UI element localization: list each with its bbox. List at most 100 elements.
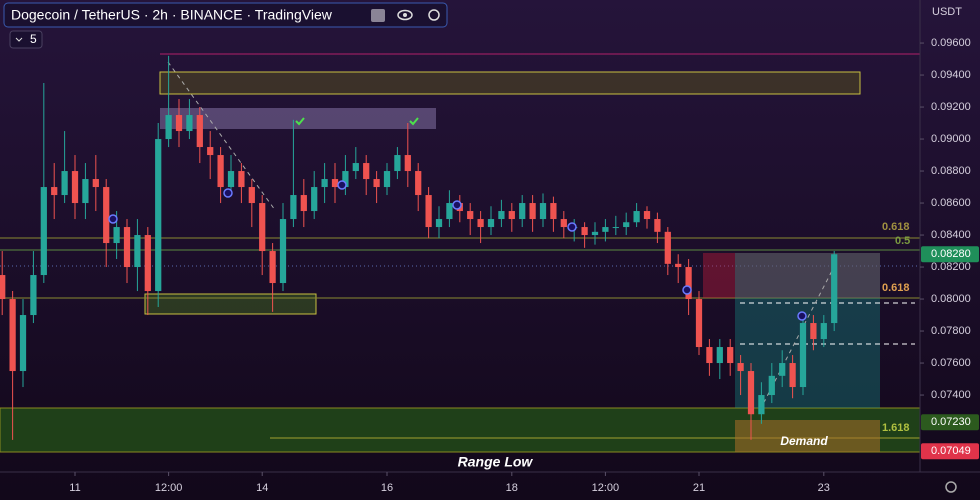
- candle-body: [363, 163, 370, 180]
- candle-body: [92, 179, 99, 188]
- candle-body: [61, 171, 68, 196]
- x-tick-label: 16: [381, 482, 393, 494]
- candle-body: [758, 395, 765, 415]
- candle-body: [810, 323, 817, 340]
- candle-body: [539, 203, 547, 220]
- marker: [337, 180, 347, 190]
- y-tick-label: 0.09600: [931, 37, 971, 49]
- candle-body: [498, 211, 505, 220]
- candle-body: [196, 115, 203, 148]
- candle-body: [113, 227, 120, 244]
- candle-body: [820, 323, 827, 340]
- price-tag-label: 0.08280: [931, 248, 971, 260]
- candle-body: [727, 347, 734, 364]
- candle-body: [9, 299, 16, 372]
- settings-icon[interactable]: [945, 481, 957, 493]
- fib-label: 0.5: [895, 235, 910, 247]
- candle-body: [51, 187, 58, 196]
- axis-unit: USDT: [932, 6, 962, 18]
- candle-body: [155, 139, 162, 292]
- candle-body: [259, 203, 266, 252]
- drawings: [0, 53, 921, 453]
- y-tick-label: 0.09400: [931, 69, 971, 81]
- y-tick-label: 0.08800: [931, 165, 971, 177]
- price-tag: [921, 414, 979, 431]
- indicator-count: 5: [30, 32, 37, 46]
- fib-label: 0.618: [882, 221, 910, 233]
- candle-body: [519, 203, 526, 220]
- candle-body: [591, 231, 599, 236]
- candle-body: [331, 179, 339, 188]
- candle-body: [300, 195, 307, 212]
- candle-body: [30, 275, 37, 316]
- candle-body: [529, 203, 536, 220]
- trend-line: [167, 61, 276, 211]
- eye-icon: [403, 13, 407, 17]
- candle-body: [685, 267, 692, 300]
- icon: [371, 9, 385, 22]
- y-tick-label: 0.07600: [931, 357, 971, 369]
- candle-body: [227, 171, 235, 188]
- range-zone: [160, 108, 436, 129]
- y-tick-label: 0.09200: [931, 101, 971, 113]
- candle-body: [487, 219, 495, 228]
- x-tick-label: 14: [256, 482, 268, 494]
- candle-body: [134, 235, 141, 268]
- range-label: Range Low: [458, 454, 534, 470]
- candle-body: [654, 219, 661, 232]
- candle-body: [415, 171, 422, 196]
- candle-body: [175, 115, 183, 132]
- marker: [452, 200, 462, 210]
- y-tick-label: 0.08200: [931, 261, 971, 273]
- x-tick-label: 21: [693, 482, 705, 494]
- symbol-title: Dogecoin / TetherUS · 2h · BINANCE · Tra…: [11, 7, 333, 23]
- price-tag-label: 0.07230: [931, 416, 971, 428]
- candle-body: [103, 187, 110, 244]
- more-icon[interactable]: [428, 9, 440, 21]
- target-zone: [735, 253, 880, 408]
- fib-label: 1.618: [882, 422, 910, 434]
- candle-body: [82, 179, 89, 204]
- candle-body: [779, 363, 786, 376]
- markers: [108, 180, 807, 321]
- zone-label: Demand: [780, 434, 828, 448]
- y-tick-label: 0.09000: [931, 133, 971, 145]
- candle-body: [383, 171, 391, 188]
- candle-body: [581, 227, 588, 236]
- demand-zone: [735, 420, 880, 452]
- candle-body: [799, 323, 807, 388]
- marker: [797, 311, 807, 321]
- y-tick-label: 0.07800: [931, 325, 971, 337]
- candle-body: [633, 211, 640, 223]
- x-tick-label: 12:00: [155, 482, 183, 494]
- x-tick-label: 18: [506, 482, 518, 494]
- y-tick-label: 0.08400: [931, 229, 971, 241]
- candle-body: [706, 347, 713, 364]
- y-tick-label: 0.07400: [931, 389, 971, 401]
- check-icon: [295, 117, 419, 126]
- candle-body: [446, 203, 453, 220]
- supply-zone: [159, 71, 861, 95]
- x-tick-label: 11: [69, 482, 80, 494]
- candle-body: [716, 347, 723, 364]
- candle-body: [477, 219, 484, 228]
- candle-body: [612, 227, 619, 229]
- candle-body: [279, 219, 287, 284]
- stop-zone: [703, 253, 880, 298]
- candle-body: [404, 155, 411, 172]
- candle-body: [747, 371, 755, 415]
- candle-body: [311, 187, 318, 212]
- candle-body: [435, 219, 443, 228]
- candle-body: [508, 211, 515, 220]
- candle-body: [217, 155, 224, 188]
- marker: [567, 222, 577, 232]
- indicator-toggle[interactable]: [9, 30, 43, 49]
- support-zone: [144, 293, 317, 315]
- candle-body: [19, 315, 27, 372]
- candle-body: [186, 115, 193, 132]
- candle-body: [737, 363, 744, 372]
- candle-body: [238, 171, 245, 188]
- candle-body: [394, 155, 401, 172]
